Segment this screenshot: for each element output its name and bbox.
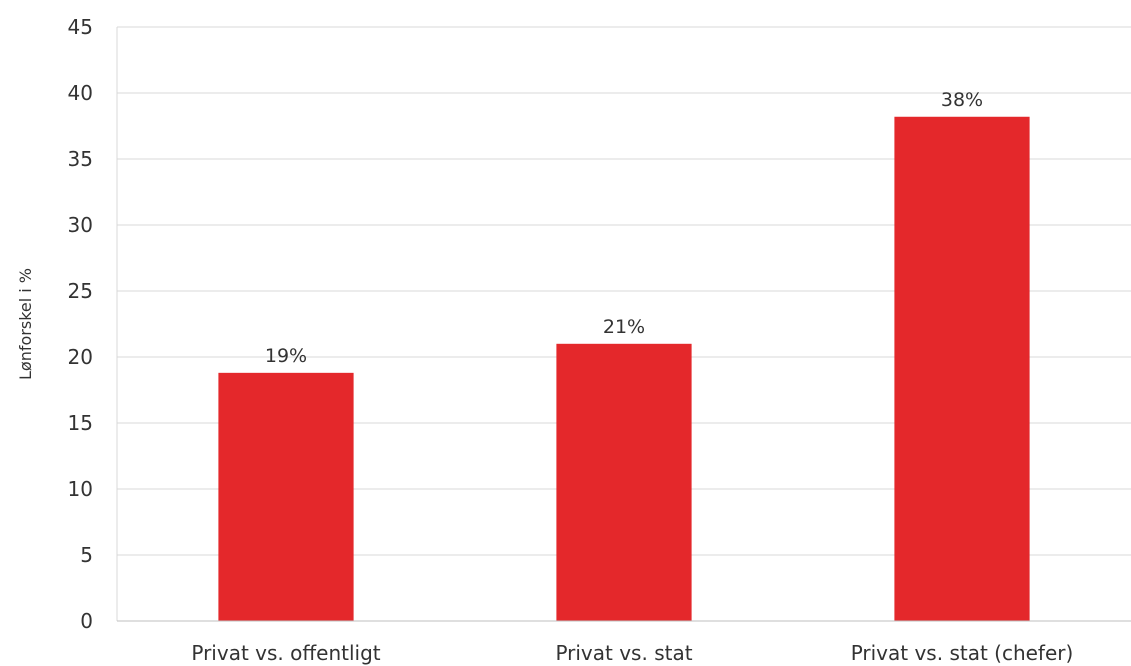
bar-data-label: 21% [603, 316, 645, 338]
x-axis-categories: Privat vs. offentligt Privat vs. stat Priv… [191, 641, 1073, 665]
y-axis-ticks: 0 5 10 15 20 25 30 35 40 45 [68, 15, 93, 633]
x-category-label: Privat vs. stat (chefer) [851, 641, 1074, 665]
bar-data-label: 38% [941, 89, 983, 111]
y-tick-label: 10 [68, 477, 93, 501]
bars [218, 116, 1030, 621]
bar-data-label: 19% [265, 345, 307, 367]
y-tick-label: 0 [80, 609, 93, 633]
y-axis-title: Lønforskel i % [16, 268, 35, 380]
y-tick-label: 25 [68, 279, 93, 303]
y-tick-label: 20 [68, 345, 93, 369]
data-labels: 19% 21% 38% [265, 89, 983, 367]
y-tick-label: 30 [68, 213, 93, 237]
x-category-label: Privat vs. stat [555, 641, 692, 665]
y-tick-label: 15 [68, 411, 93, 435]
bar [556, 343, 692, 621]
y-tick-label: 40 [68, 81, 93, 105]
bar [218, 372, 354, 621]
y-tick-label: 5 [80, 543, 93, 567]
x-category-label: Privat vs. offentligt [191, 641, 380, 665]
bar [894, 116, 1030, 621]
y-tick-label: 45 [68, 15, 93, 39]
y-tick-label: 35 [68, 147, 93, 171]
